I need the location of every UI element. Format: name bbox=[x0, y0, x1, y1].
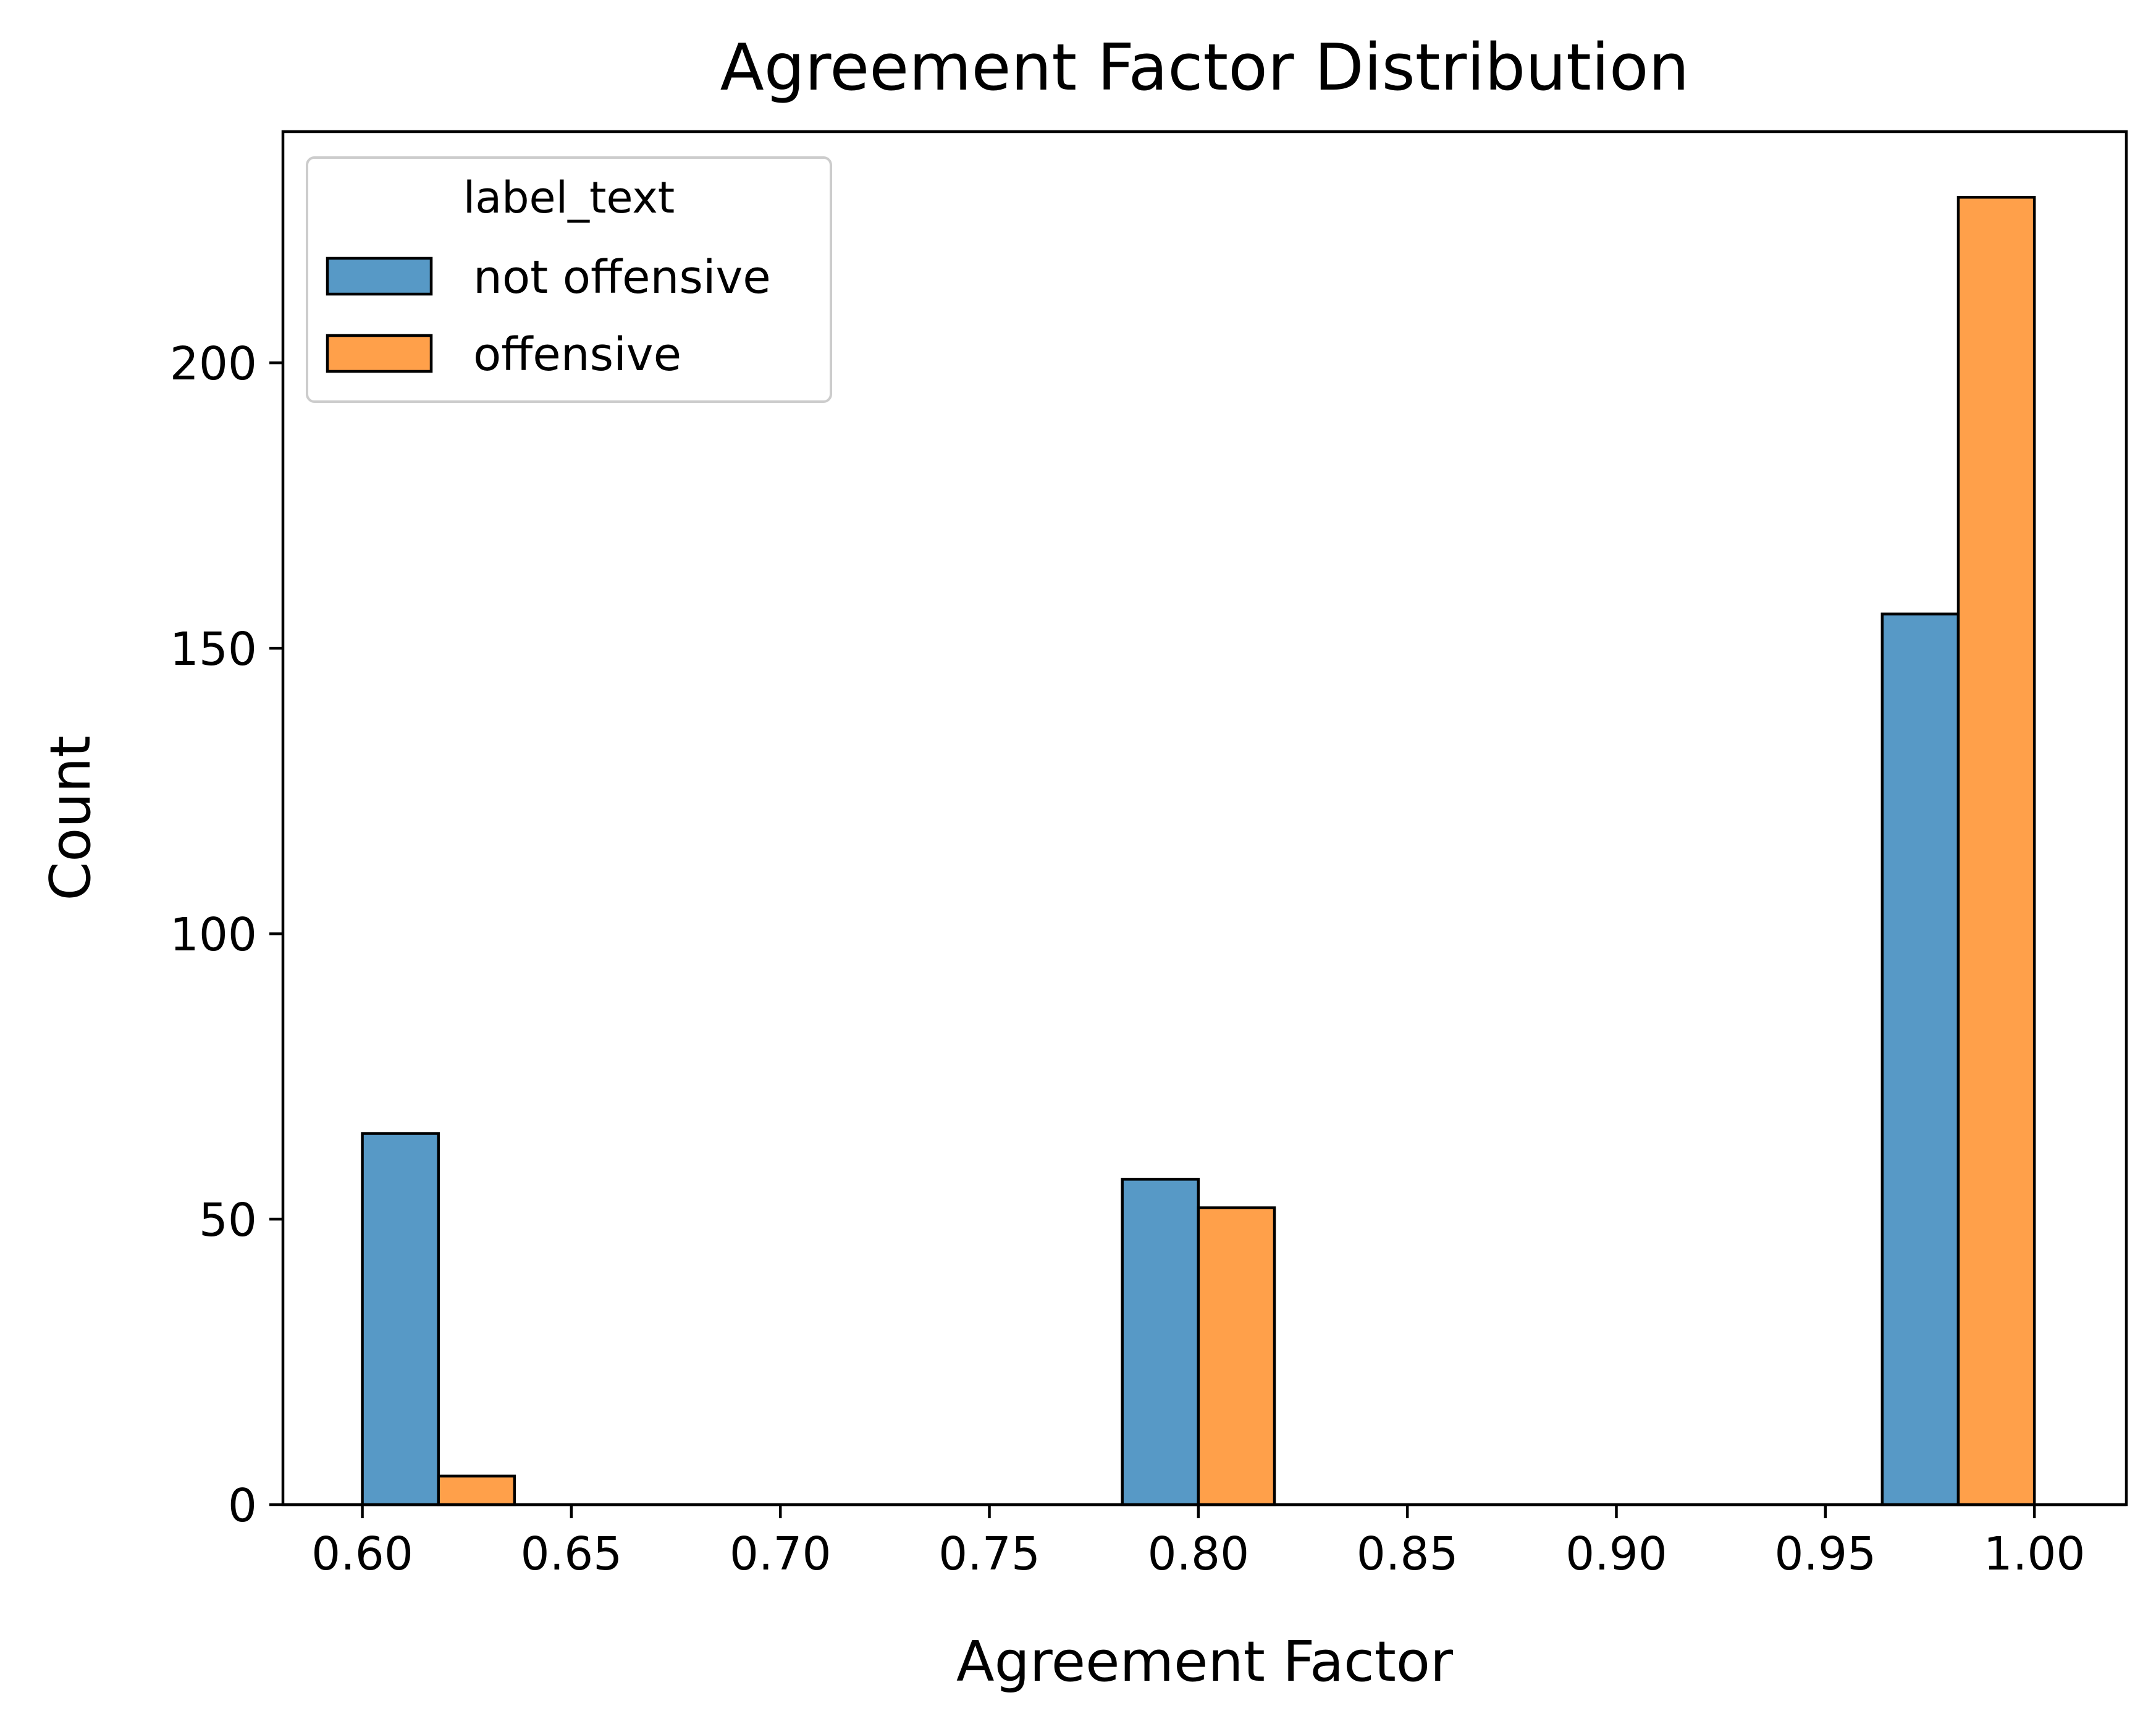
bar-offensive bbox=[437, 1474, 516, 1506]
x-tick-label: 0.70 bbox=[730, 1528, 832, 1581]
legend-box bbox=[306, 156, 832, 403]
legend-label-not-offensive: not offensive bbox=[473, 251, 771, 304]
x-tick-label: 0.75 bbox=[938, 1528, 1040, 1581]
bar-not-offensive bbox=[1121, 1178, 1200, 1506]
y-axis-label: Count bbox=[38, 735, 103, 900]
x-tick-label: 0.65 bbox=[521, 1528, 623, 1581]
axes-frame bbox=[281, 130, 2128, 1506]
x-tick-label: 0.80 bbox=[1147, 1528, 1249, 1581]
legend-label-offensive: offensive bbox=[473, 328, 681, 381]
y-tick-label: 150 bbox=[170, 623, 257, 676]
x-axis-ticks: 0.60 0.65 0.70 0.75 0.80 0.85 0.90 0.95 1.00 bbox=[311, 1505, 2086, 1581]
x-tick-label: 0.85 bbox=[1357, 1528, 1459, 1581]
bar-not-offensive bbox=[1880, 612, 1960, 1506]
bar-offensive bbox=[1197, 1206, 1276, 1506]
x-tick-label: 1.00 bbox=[1984, 1528, 2086, 1581]
bar-not-offensive bbox=[361, 1132, 440, 1506]
y-tick-label: 0 bbox=[228, 1479, 257, 1532]
legend-swatch-offensive bbox=[326, 334, 433, 373]
legend-swatch-not-offensive bbox=[326, 256, 433, 296]
bar-offensive bbox=[1956, 195, 2036, 1506]
x-axis-label: Agreement Factor bbox=[956, 1629, 1453, 1694]
x-tick-label: 0.60 bbox=[311, 1528, 413, 1581]
chart-title: Agreement Factor Distribution bbox=[720, 30, 1690, 105]
x-tick-label: 0.95 bbox=[1774, 1528, 1876, 1581]
legend: label_text not offensive offensive bbox=[306, 156, 832, 403]
x-tick-label: 0.90 bbox=[1565, 1528, 1667, 1581]
y-tick-label: 50 bbox=[199, 1194, 257, 1247]
y-tick-label: 200 bbox=[170, 337, 257, 391]
y-tick-label: 100 bbox=[170, 908, 257, 961]
y-axis-ticks: 0 50 100 150 200 bbox=[170, 337, 283, 1532]
legend-title: label_text bbox=[463, 172, 675, 223]
